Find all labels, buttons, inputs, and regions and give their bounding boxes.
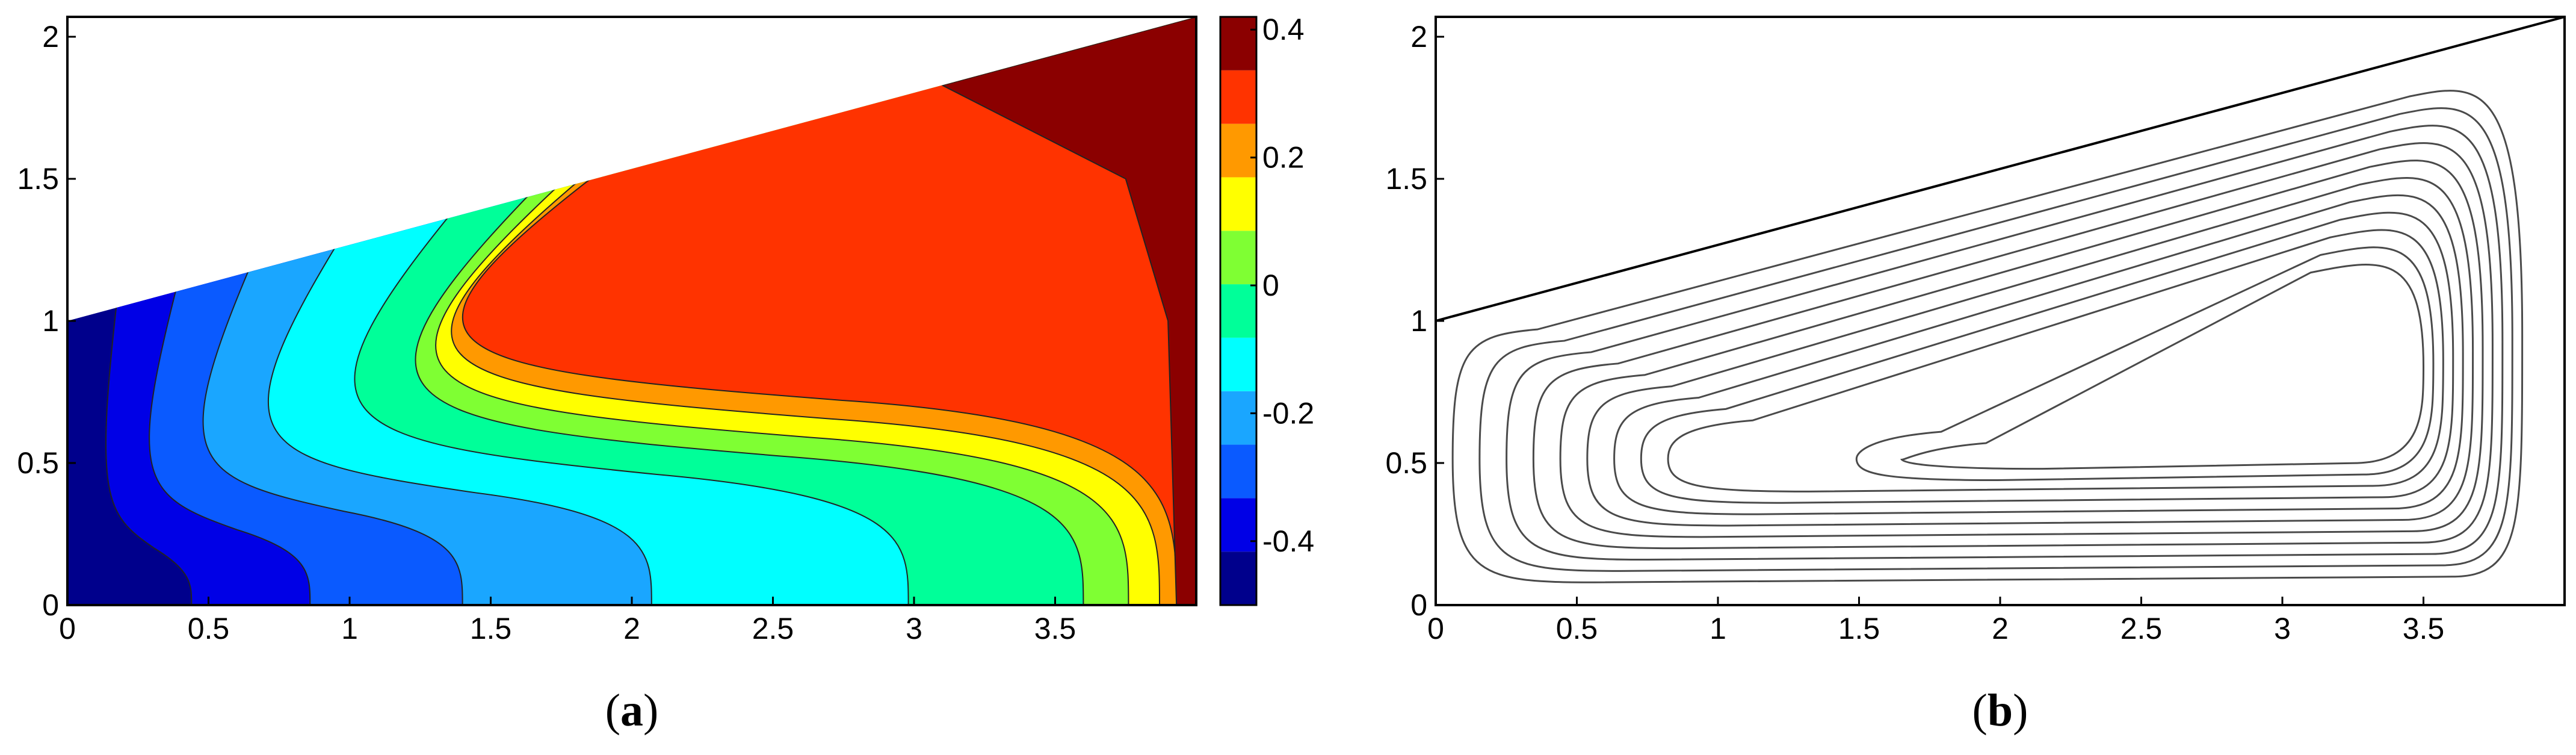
colorbar-segment xyxy=(1220,284,1256,338)
a-xtick-label: 2 xyxy=(623,612,640,645)
a-ytick-label: 1.5 xyxy=(17,162,59,196)
colorbar-segment xyxy=(1220,498,1256,552)
streamline-0 xyxy=(1451,90,2524,583)
panel-b: 0 0.5 1 1.5 2 2.5 3 3.5 0 0.5 1 1.5 2 (b) xyxy=(1385,16,2566,736)
streamline-9 xyxy=(1855,246,2435,482)
colorbar-tick-label: -0.4 xyxy=(1262,524,1314,558)
a-ytick-label: 0 xyxy=(42,588,59,622)
b-xtick-label: 3.5 xyxy=(2403,612,2445,645)
y-ticks-a: 0 0.5 1 1.5 2 xyxy=(17,20,76,622)
colorbar-segment xyxy=(1220,391,1256,445)
caption-open-b: ( xyxy=(1972,685,1988,736)
colorbar-tick-label: 0.2 xyxy=(1262,141,1305,175)
caption-close-b: ) xyxy=(2013,685,2028,736)
b-ytick-label: 0.5 xyxy=(1385,446,1427,480)
a-xtick-label: 1 xyxy=(341,612,358,645)
streamline-5 xyxy=(1586,177,2474,527)
streamline-4 xyxy=(1559,160,2484,538)
streamline-1 xyxy=(1478,107,2513,572)
colorbar-tick-label: 0 xyxy=(1262,269,1279,302)
streamline-10 xyxy=(1900,263,2425,470)
a-xtick-label: 3.5 xyxy=(1034,612,1076,645)
colorbar-segment xyxy=(1220,123,1256,178)
streamline-6 xyxy=(1613,194,2464,515)
y-ticks-b: 0 0.5 1 1.5 2 xyxy=(1385,20,1444,622)
colorbar-segment xyxy=(1220,444,1256,499)
a-ytick-label: 1 xyxy=(42,304,59,338)
caption-close-a: ) xyxy=(643,685,658,736)
b-ytick-label: 2 xyxy=(1410,20,1427,54)
b-xtick-label: 1 xyxy=(1710,612,1726,645)
b-ytick-label: 1.5 xyxy=(1385,162,1427,196)
streamline-8 xyxy=(1667,229,2444,492)
a-xtick-label: 1.5 xyxy=(470,612,512,645)
a-ytick-label: 0.5 xyxy=(17,446,59,480)
caption-open-a: ( xyxy=(605,685,620,736)
b-xtick-label: 0.5 xyxy=(1556,612,1598,645)
panel-a: 0 0.5 1 1.5 2 2.5 3 3.5 0 0.5 1 1.5 2 0.4 0.2 0 -0.2 -0… xyxy=(17,13,1314,736)
a-xtick-label: 3 xyxy=(906,612,922,645)
a-xtick-label: 0.5 xyxy=(188,612,230,645)
a-ytick-label: 2 xyxy=(42,20,59,54)
streamline-2 xyxy=(1506,125,2504,561)
caption-letter-a: a xyxy=(620,685,643,736)
b-xtick-label: 0 xyxy=(1427,612,1444,645)
colorbar-tick-label: 0.4 xyxy=(1262,13,1305,46)
caption-a: (a) xyxy=(605,685,659,736)
x-ticks-a: 0 0.5 1 1.5 2 2.5 3 3.5 xyxy=(59,597,1076,645)
x-ticks-b: 0 0.5 1 1.5 2 2.5 3 3.5 xyxy=(1427,597,2444,645)
colorbar-segment xyxy=(1220,17,1256,70)
streamline-7 xyxy=(1640,211,2454,504)
contour-regions xyxy=(67,17,1196,605)
colorbar-segment xyxy=(1220,70,1256,124)
colorbar-segment xyxy=(1220,177,1256,231)
colorbar-segment xyxy=(1220,231,1256,285)
colorbar-segment xyxy=(1220,551,1256,605)
colorbar-tick-label: -0.2 xyxy=(1262,396,1314,430)
a-xtick-label: 0 xyxy=(59,612,76,645)
colorbar-segment xyxy=(1220,337,1256,391)
b-xtick-label: 2 xyxy=(1992,612,2009,645)
b-xtick-label: 1.5 xyxy=(1838,612,1880,645)
caption-letter-b: b xyxy=(1988,685,2013,736)
a-xtick-label: 2.5 xyxy=(752,612,794,645)
b-ytick-label: 0 xyxy=(1410,588,1427,622)
streamline-3 xyxy=(1532,142,2494,550)
b-ytick-label: 1 xyxy=(1410,304,1427,338)
caption-b: (b) xyxy=(1972,685,2028,736)
colorbar: 0.4 0.2 0 -0.2 -0.4 xyxy=(1219,13,1314,606)
sloped-top-wall xyxy=(1435,16,2565,322)
b-xtick-label: 2.5 xyxy=(2120,612,2163,645)
colorbar-frame xyxy=(1219,16,1258,606)
b-xtick-label: 3 xyxy=(2274,612,2291,645)
streamlines xyxy=(1451,90,2524,583)
